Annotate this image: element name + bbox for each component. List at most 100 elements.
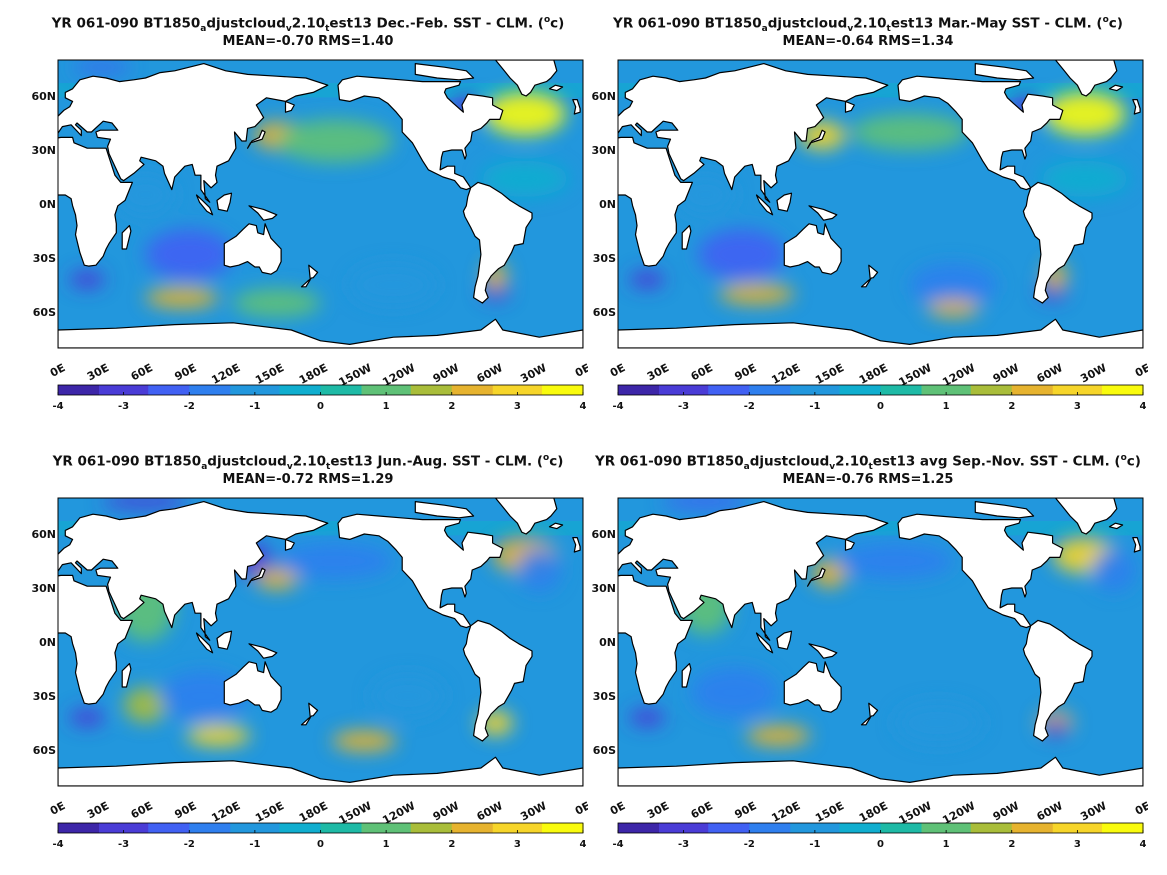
colorbar-swatch (509, 385, 518, 395)
sst-anomaly-region (483, 92, 566, 136)
colorbar-swatch (574, 823, 584, 833)
colorbar-swatch (757, 385, 767, 395)
colorbar-swatch (913, 823, 923, 833)
colorbar-swatch (99, 385, 108, 395)
colorbar-swatch (222, 385, 231, 395)
sst-anomaly-region (1040, 160, 1129, 197)
x-tick-label: 90E (172, 361, 198, 383)
sst-anomaly-region (690, 667, 779, 718)
x-tick-label: 150E (253, 361, 286, 387)
land-japan (807, 129, 826, 149)
colorbar-swatch (1118, 385, 1128, 395)
y-tick-label: 60S (33, 744, 56, 757)
colorbar-swatch (533, 823, 543, 833)
x-tick-label: 180E (857, 361, 890, 387)
sst-anomaly-region (661, 498, 750, 509)
y-tick-label: 30N (591, 582, 616, 595)
colorbar-swatch (642, 385, 652, 395)
colorbar-swatch (700, 385, 709, 395)
land-sumatra (755, 194, 774, 216)
colorbar-swatch (1077, 385, 1087, 395)
y-tick-label: 0N (599, 198, 616, 211)
map-panel-jja: YR 061-090 BT1850adjustcloudv2.10test13 … (28, 450, 588, 870)
panel-stats: MEAN=-0.72 RMS=1.29 (222, 472, 394, 487)
colorbar-swatch (1134, 823, 1144, 833)
land-s-america (462, 619, 533, 742)
panel-title: YR 061-090 BT1850adjustcloudv2.10test13 … (52, 453, 564, 473)
colorbar-swatch (1011, 823, 1021, 833)
x-tick-label: 90W (991, 361, 1021, 385)
colorbar-swatch (394, 385, 404, 395)
colorbar-swatch (328, 823, 338, 833)
land-uk (1132, 98, 1141, 115)
colorbar-swatch (574, 385, 584, 395)
x-tick-label: 0E (1133, 361, 1148, 380)
colorbar-swatch (476, 823, 486, 833)
colorbar-swatch (946, 823, 955, 833)
colorbar-tick-label: 4 (580, 839, 587, 850)
panel-stats: MEAN=-0.70 RMS=1.40 (222, 34, 394, 49)
x-tick-label: 180E (857, 799, 890, 825)
colorbar-swatch (1036, 385, 1046, 395)
colorbar-swatch (1085, 823, 1095, 833)
colorbar-swatch (814, 823, 824, 833)
x-tick-label: 180E (297, 361, 330, 387)
colorbar-swatch (1052, 385, 1062, 395)
sst-anomaly-region (276, 543, 394, 579)
colorbar-swatch (716, 823, 726, 833)
colorbar-tick-label: 1 (943, 401, 950, 412)
colorbar-swatch (246, 823, 256, 833)
colorbar-swatch (1069, 823, 1078, 833)
colorbar-swatch (263, 823, 272, 833)
colorbar-swatch (164, 823, 174, 833)
x-tick-label: 150E (813, 799, 846, 825)
sst-anomaly-region (69, 270, 105, 289)
colorbar-tick-label: -2 (744, 401, 755, 412)
colorbar-swatch (320, 823, 330, 833)
colorbar-swatch (855, 823, 865, 833)
colorbar-swatch (618, 823, 627, 833)
sst-anomaly-region (629, 270, 665, 289)
sst-anomaly-region (909, 263, 998, 307)
colorbar-swatch (386, 385, 395, 395)
colorbar-tick-label: 4 (1140, 839, 1147, 850)
colorbar-tick-label: 0 (317, 839, 324, 850)
colorbar-swatch (847, 823, 857, 833)
colorbar-swatch (1028, 385, 1037, 395)
colorbar-swatch (336, 385, 346, 395)
colorbar-swatch (905, 385, 914, 395)
colorbar-swatch (82, 823, 92, 833)
colorbar-swatch (954, 823, 964, 833)
land-greenland (494, 498, 558, 535)
colorbar-swatch (525, 823, 535, 833)
colorbar-swatch (716, 385, 726, 395)
sst-anomaly-region (812, 559, 847, 588)
colorbar-tick-label: -4 (52, 839, 63, 850)
colorbar-tick-label: 3 (514, 401, 521, 412)
colorbar-swatch (312, 385, 322, 395)
y-tick-label: 60S (33, 306, 56, 319)
colorbar-swatch (1110, 823, 1119, 833)
colorbar-swatch (410, 823, 420, 833)
x-tick-label: 30W (518, 799, 548, 823)
sst-anomaly-region (927, 299, 980, 318)
colorbar-swatch (905, 823, 914, 833)
land-uk (572, 536, 581, 553)
colorbar-swatch (164, 385, 174, 395)
colorbar-swatch (58, 823, 67, 833)
land-new-zealand (300, 702, 319, 726)
panel-title: YR 061-090 BT1850adjustcloudv2.10test13 … (613, 15, 1123, 35)
colorbar-tick-label: 0 (877, 839, 884, 850)
colorbar-swatch (659, 823, 668, 833)
colorbar-swatch (683, 823, 693, 833)
colorbar-swatch (238, 385, 248, 395)
colorbar-swatch (691, 823, 701, 833)
colorbar-swatch (541, 385, 551, 395)
land-africa (58, 574, 134, 705)
colorbar-swatch (765, 823, 775, 833)
x-tick-label: 60W (1035, 361, 1065, 385)
colorbar-swatch (295, 385, 305, 395)
colorbar-swatch (525, 385, 535, 395)
land-borneo (216, 630, 233, 650)
x-tick-label: 120E (769, 799, 802, 825)
